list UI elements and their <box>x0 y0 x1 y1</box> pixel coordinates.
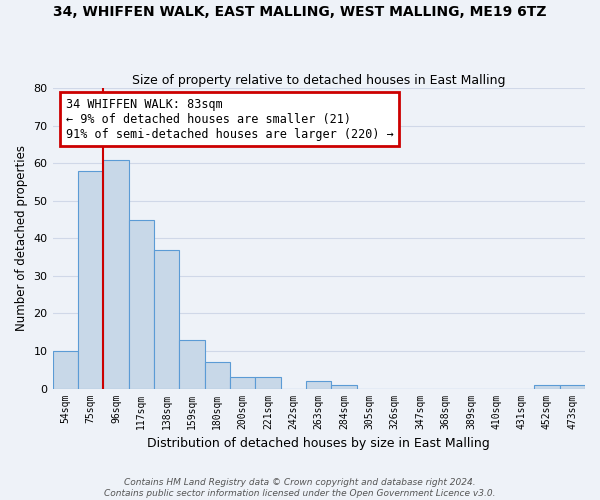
Text: 34 WHIFFEN WALK: 83sqm
← 9% of detached houses are smaller (21)
91% of semi-deta: 34 WHIFFEN WALK: 83sqm ← 9% of detached … <box>66 98 394 140</box>
Bar <box>205 362 230 388</box>
Bar <box>154 250 179 388</box>
Bar <box>103 160 128 388</box>
Bar <box>53 351 78 389</box>
Bar <box>534 385 560 388</box>
Bar <box>230 378 256 388</box>
Bar <box>128 220 154 388</box>
Text: Contains HM Land Registry data © Crown copyright and database right 2024.
Contai: Contains HM Land Registry data © Crown c… <box>104 478 496 498</box>
Bar <box>78 171 103 388</box>
Title: Size of property relative to detached houses in East Malling: Size of property relative to detached ho… <box>132 74 506 87</box>
Bar <box>560 385 585 388</box>
Y-axis label: Number of detached properties: Number of detached properties <box>15 146 28 332</box>
Bar <box>256 378 281 388</box>
Text: 34, WHIFFEN WALK, EAST MALLING, WEST MALLING, ME19 6TZ: 34, WHIFFEN WALK, EAST MALLING, WEST MAL… <box>53 5 547 19</box>
Bar <box>306 381 331 388</box>
Bar <box>179 340 205 388</box>
X-axis label: Distribution of detached houses by size in East Malling: Distribution of detached houses by size … <box>148 437 490 450</box>
Bar <box>331 385 357 388</box>
